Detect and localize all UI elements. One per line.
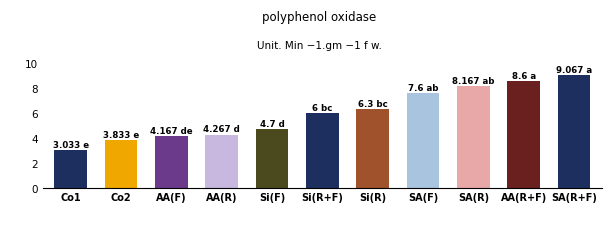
Text: 6.3 bc: 6.3 bc bbox=[358, 100, 387, 109]
Bar bbox=[406, 94, 440, 188]
Text: 4.167 de: 4.167 de bbox=[150, 126, 193, 135]
Bar bbox=[104, 140, 138, 188]
Text: 8.6 a: 8.6 a bbox=[511, 71, 536, 80]
Text: 4.267 d: 4.267 d bbox=[203, 125, 240, 134]
Bar bbox=[205, 135, 238, 188]
Bar bbox=[306, 114, 339, 188]
Text: 9.067 a: 9.067 a bbox=[556, 65, 592, 74]
Text: 6 bc: 6 bc bbox=[312, 103, 333, 112]
Bar bbox=[155, 136, 188, 188]
Bar bbox=[457, 87, 490, 188]
Text: 4.7 d: 4.7 d bbox=[260, 120, 284, 128]
Bar bbox=[507, 82, 540, 188]
Text: 8.167 ab: 8.167 ab bbox=[452, 76, 495, 86]
Text: polyphenol oxidase: polyphenol oxidase bbox=[262, 11, 376, 25]
Text: 7.6 ab: 7.6 ab bbox=[408, 84, 438, 93]
Bar bbox=[558, 76, 591, 188]
Bar bbox=[54, 150, 87, 188]
Bar bbox=[255, 130, 289, 188]
Text: Unit. Min −1.gm −1 f w.: Unit. Min −1.gm −1 f w. bbox=[257, 41, 382, 51]
Text: 3.833 e: 3.833 e bbox=[103, 130, 139, 139]
Bar bbox=[356, 110, 389, 188]
Text: 3.033 e: 3.033 e bbox=[53, 140, 89, 149]
